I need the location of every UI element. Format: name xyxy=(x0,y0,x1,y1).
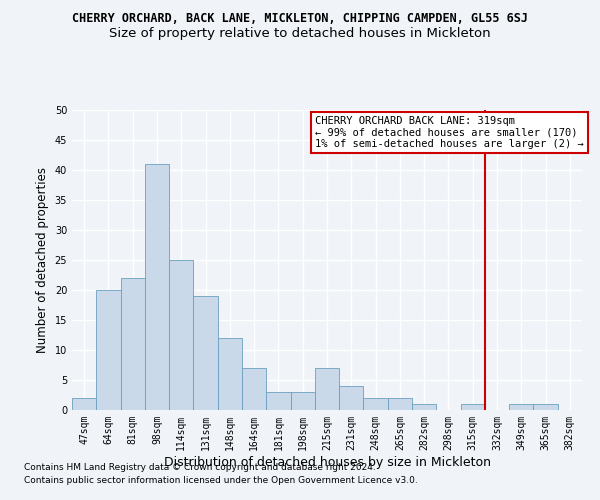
Text: Contains HM Land Registry data © Crown copyright and database right 2024.: Contains HM Land Registry data © Crown c… xyxy=(24,464,376,472)
Bar xyxy=(388,398,412,410)
Text: Contains public sector information licensed under the Open Government Licence v3: Contains public sector information licen… xyxy=(24,476,418,485)
Bar xyxy=(412,404,436,410)
X-axis label: Distribution of detached houses by size in Mickleton: Distribution of detached houses by size … xyxy=(163,456,491,468)
Bar xyxy=(193,296,218,410)
Bar xyxy=(121,278,145,410)
Bar xyxy=(290,392,315,410)
Text: CHERRY ORCHARD BACK LANE: 319sqm
← 99% of detached houses are smaller (170)
1% o: CHERRY ORCHARD BACK LANE: 319sqm ← 99% o… xyxy=(315,116,584,149)
Bar xyxy=(72,398,96,410)
Bar xyxy=(461,404,485,410)
Bar xyxy=(266,392,290,410)
Text: CHERRY ORCHARD, BACK LANE, MICKLETON, CHIPPING CAMPDEN, GL55 6SJ: CHERRY ORCHARD, BACK LANE, MICKLETON, CH… xyxy=(72,12,528,26)
Bar xyxy=(96,290,121,410)
Bar xyxy=(315,368,339,410)
Bar xyxy=(339,386,364,410)
Text: Size of property relative to detached houses in Mickleton: Size of property relative to detached ho… xyxy=(109,28,491,40)
Bar xyxy=(509,404,533,410)
Bar xyxy=(533,404,558,410)
Bar xyxy=(169,260,193,410)
Bar xyxy=(242,368,266,410)
Bar xyxy=(364,398,388,410)
Bar xyxy=(145,164,169,410)
Bar xyxy=(218,338,242,410)
Y-axis label: Number of detached properties: Number of detached properties xyxy=(36,167,49,353)
